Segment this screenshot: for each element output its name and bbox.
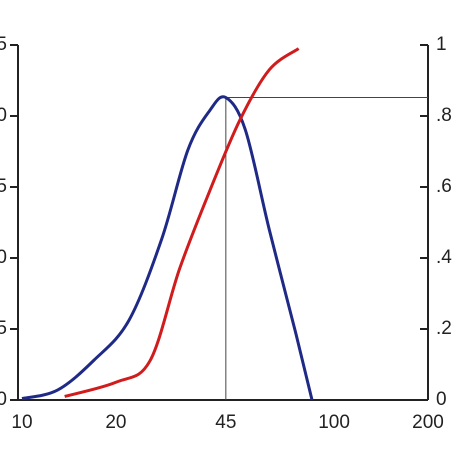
x-tick-label: 10 xyxy=(11,412,32,433)
y2-tick-label: .2 xyxy=(436,318,452,339)
series-line xyxy=(64,47,300,398)
y-tick-label: 15 xyxy=(0,176,7,197)
y2-tick-label: 1 xyxy=(436,34,447,55)
y2-tick-label: 0 xyxy=(436,389,447,410)
y2-tick-label: .8 xyxy=(436,105,452,126)
y-tick-label: 5 xyxy=(0,318,7,339)
y-tick-label: 20 xyxy=(0,105,7,126)
y2-tick-label: .6 xyxy=(436,176,452,197)
series-line xyxy=(21,95,314,401)
x-tick-label: 200 xyxy=(412,412,444,433)
y-tick-label: 0 xyxy=(0,389,7,410)
y2-tick-label: .4 xyxy=(436,247,452,268)
x-tick-label: 45 xyxy=(215,412,236,433)
x-tick-label: 20 xyxy=(105,412,126,433)
y-tick-label: 10 xyxy=(0,247,7,268)
y-tick-label: 25 xyxy=(0,34,7,55)
x-tick-label: 100 xyxy=(318,412,350,433)
